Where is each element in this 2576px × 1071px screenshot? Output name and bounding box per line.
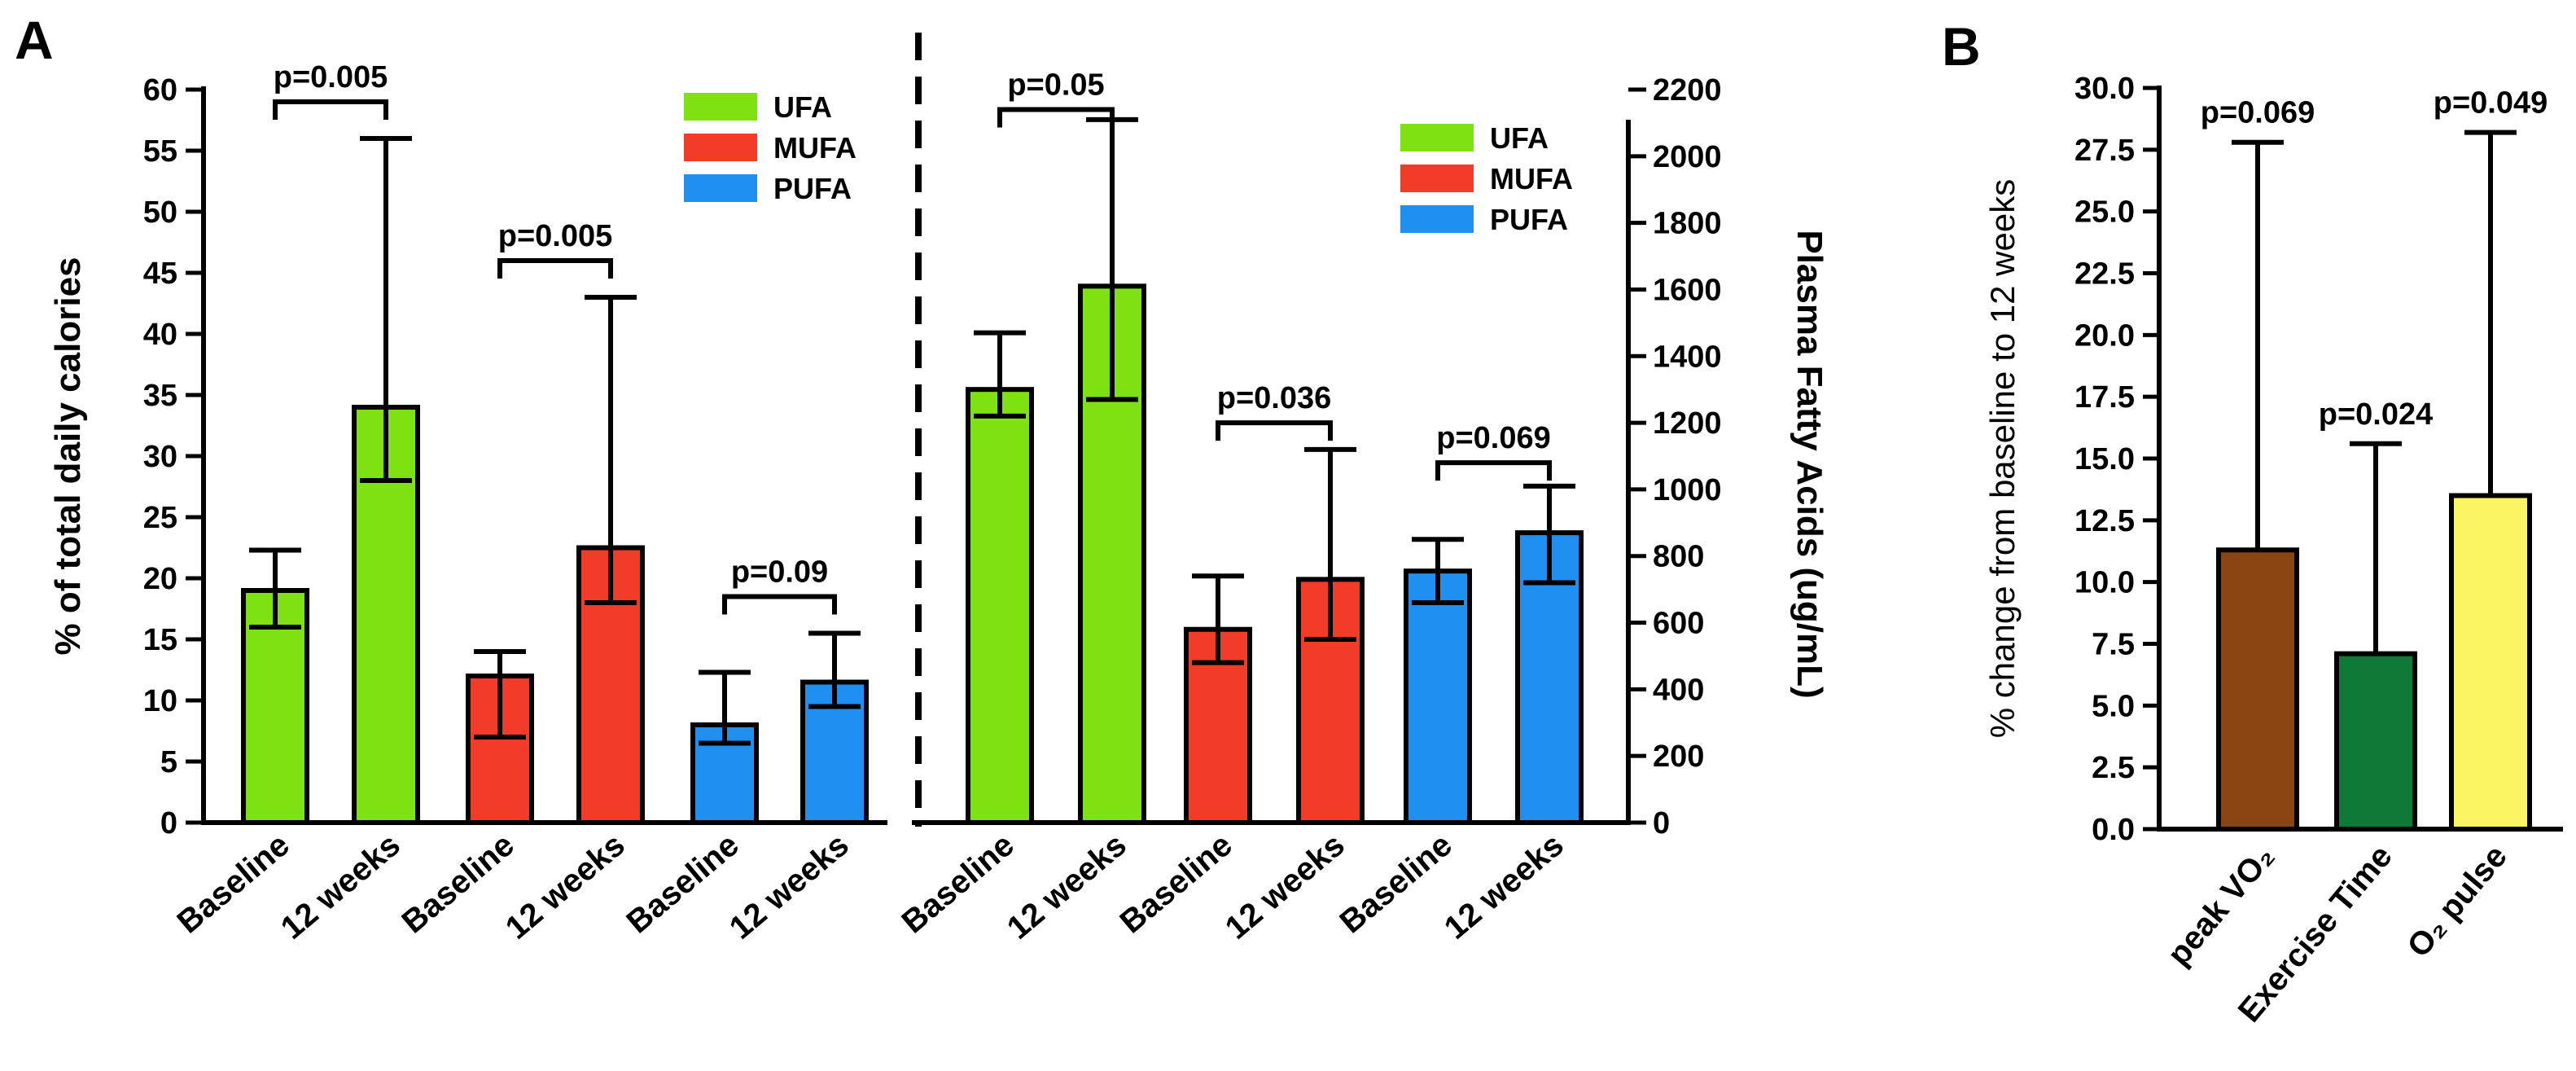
right-bar-pufa: [1404, 568, 1472, 825]
right-y-tick-label: 1000: [1653, 473, 1722, 507]
right-y-tick-label: 1200: [1653, 406, 1722, 441]
left-category-label: 12 weeks: [723, 827, 856, 946]
left-y-tick-label: 5: [160, 745, 177, 779]
left-significance-bracket: [722, 594, 837, 615]
left-y-tick-label: 0: [160, 806, 177, 841]
b-y-axis-title: % change from baseline to 12 weeks: [1983, 179, 2022, 738]
b-bar-o2-pulse: [2449, 493, 2532, 832]
left-y-tick-label: 20: [143, 562, 177, 596]
b-y-tick-label: 0.0: [2092, 813, 2135, 847]
b-y-tick-label: 22.5: [2074, 257, 2135, 292]
right-significance-bracket: [1435, 460, 1552, 481]
right-p-value: p=0.069: [1436, 421, 1551, 455]
b-p-value: p=0.069: [2201, 96, 2315, 130]
right-p-value: p=0.036: [1217, 381, 1332, 415]
panel-b: B 0.0 2.5 5.0 7.5 10.0 12.5 15.0 17.5 20.0 22.5 25.…: [1942, 16, 2563, 1029]
right-y-tick-label: 2200: [1653, 73, 1722, 108]
b-y-tick-label: 7.5: [2092, 628, 2135, 662]
b-y-tick-label: 2.5: [2092, 751, 2135, 785]
left-bar-mufa: [466, 674, 534, 825]
left-legend-swatch-pufa: [684, 174, 757, 202]
right-category-label: Baseline: [895, 827, 1020, 940]
left-category-label: 12 weeks: [499, 827, 632, 946]
right-y-tick-label: 1800: [1653, 207, 1722, 241]
right-category-label: 12 weeks: [1001, 827, 1133, 946]
b-y-tick-label: 25.0: [2074, 195, 2135, 230]
right-category-label: 12 weeks: [1438, 827, 1571, 946]
b-bar-exercise-time: [2334, 651, 2417, 832]
right-y-tick-label: 600: [1653, 607, 1704, 641]
b-p-value: p=0.024: [2319, 397, 2434, 432]
right-y-tick-label: 1600: [1653, 273, 1722, 307]
left-y-tick-label: 25: [143, 501, 177, 535]
left-y-tick-label: 55: [143, 134, 177, 169]
left-bar-ufa: [352, 405, 420, 825]
left-p-value: p=0.005: [274, 60, 388, 94]
right-y-tick-label: 1400: [1653, 340, 1722, 374]
right-y-tick-label: 800: [1653, 540, 1704, 574]
b-category-label: peak VO₂: [2161, 839, 2281, 973]
panel-a: A 0 5 10 15 20 25 30 35 40 45 50 55 60 % of total dail…: [15, 10, 1829, 946]
left-y-tick-label: 35: [143, 379, 177, 413]
right-y-tick-label: 400: [1653, 673, 1704, 707]
right-legend-label: UFA: [1490, 121, 1549, 155]
left-y-tick-label: 45: [143, 257, 177, 291]
right-legend-swatch-mufa: [1400, 165, 1474, 192]
left-y-tick-label: 15: [143, 623, 177, 657]
left-p-value: p=0.09: [731, 555, 828, 590]
right-p-value: p=0.05: [1007, 68, 1104, 103]
right-y-tick-label: 200: [1653, 740, 1704, 774]
left-legend-label: PUFA: [773, 172, 852, 205]
left-p-value: p=0.005: [498, 219, 613, 253]
b-y-tick-label: 10.0: [2074, 566, 2135, 600]
left-y-tick-label: 30: [143, 440, 177, 474]
b-y-tick-label: 15.0: [2074, 442, 2135, 476]
left-legend-label: MUFA: [773, 131, 856, 165]
right-bar-ufa: [966, 387, 1034, 825]
right-y-tick-label: 2000: [1653, 140, 1722, 174]
b-y-tick-label: 17.5: [2074, 380, 2135, 415]
left-y-tick-label: 40: [143, 318, 177, 352]
b-category-label: O₂ pulse: [2400, 839, 2513, 964]
b-bar-peak-vo2: [2216, 547, 2299, 832]
right-legend-label: MUFA: [1490, 162, 1573, 195]
left-significance-bracket: [273, 99, 388, 120]
b-y-tick-label: 5.0: [2092, 689, 2135, 723]
left-y-axis-title: % of total daily calories: [48, 257, 88, 655]
right-legend-label: PUFA: [1490, 203, 1568, 236]
b-y-tick-label: 30.0: [2074, 72, 2135, 106]
right-y-axis-title: Plasma Fatty Acids (ug/mL): [1790, 230, 1829, 698]
b-y-tick-label: 27.5: [2074, 134, 2135, 168]
right-category-label: Baseline: [1333, 827, 1458, 940]
left-legend-swatch-mufa: [684, 134, 757, 161]
b-y-tick-label: 12.5: [2074, 504, 2135, 538]
right-legend-swatch-pufa: [1400, 205, 1474, 233]
b-y-tick-label: 20.0: [2074, 318, 2135, 353]
left-y-tick-label: 10: [143, 684, 177, 718]
left-category-label: 12 weeks: [274, 827, 407, 946]
panel-letter-a: A: [15, 10, 54, 70]
left-y-tick-label: 60: [143, 73, 177, 108]
left-significance-bracket: [497, 258, 613, 279]
left-y-tick-label: 50: [143, 195, 177, 230]
right-significance-bracket: [997, 107, 1115, 128]
left-legend-label: UFA: [773, 90, 832, 124]
right-significance-bracket: [1216, 420, 1333, 441]
left-legend-swatch-ufa: [684, 93, 757, 121]
right-category-label: 12 weeks: [1219, 827, 1352, 946]
right-legend-swatch-ufa: [1400, 124, 1474, 151]
b-p-value: p=0.049: [2434, 86, 2548, 121]
right-y-tick-label: 0: [1653, 806, 1670, 841]
panel-letter-b: B: [1942, 16, 1981, 77]
right-category-label: Baseline: [1113, 827, 1238, 940]
